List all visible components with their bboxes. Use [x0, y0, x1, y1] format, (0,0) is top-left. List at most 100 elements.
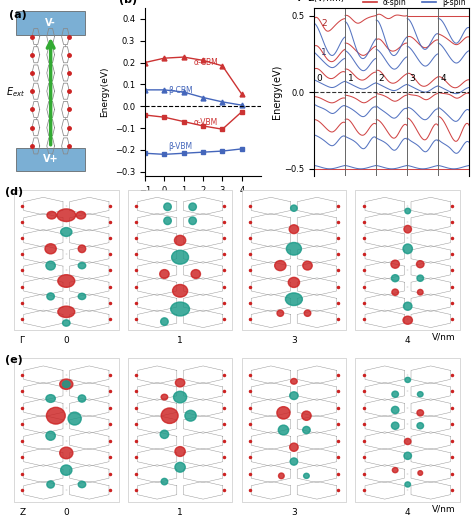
- Ellipse shape: [160, 270, 169, 278]
- Ellipse shape: [78, 395, 86, 402]
- FancyBboxPatch shape: [128, 190, 232, 330]
- Text: $E_{ext}$: $E_{ext}$: [7, 85, 26, 99]
- Legend: α-spin, β-spin: α-spin, β-spin: [360, 0, 468, 10]
- Ellipse shape: [46, 261, 55, 270]
- Ellipse shape: [291, 205, 297, 211]
- Ellipse shape: [160, 430, 169, 439]
- Ellipse shape: [279, 473, 284, 479]
- Text: (c): (c): [296, 0, 312, 1]
- Text: 0: 0: [64, 337, 69, 346]
- Ellipse shape: [171, 302, 190, 316]
- Ellipse shape: [392, 275, 399, 282]
- Ellipse shape: [78, 262, 86, 269]
- Ellipse shape: [164, 203, 171, 210]
- Text: 2: 2: [321, 19, 327, 28]
- Text: 2: 2: [379, 74, 384, 83]
- Ellipse shape: [174, 235, 186, 246]
- Ellipse shape: [60, 379, 73, 389]
- Ellipse shape: [304, 473, 309, 479]
- Ellipse shape: [417, 410, 424, 416]
- Ellipse shape: [290, 443, 298, 451]
- FancyBboxPatch shape: [128, 358, 232, 502]
- Ellipse shape: [417, 422, 424, 429]
- Text: V+: V+: [43, 154, 58, 165]
- Ellipse shape: [173, 285, 188, 297]
- Ellipse shape: [404, 226, 411, 233]
- X-axis label: E(V/nm): E(V/nm): [185, 200, 221, 209]
- Ellipse shape: [78, 245, 86, 252]
- Ellipse shape: [304, 310, 311, 316]
- Ellipse shape: [392, 391, 399, 397]
- Ellipse shape: [46, 431, 55, 440]
- FancyBboxPatch shape: [356, 358, 460, 502]
- Ellipse shape: [47, 481, 55, 488]
- Text: V/nm: V/nm: [432, 332, 456, 341]
- Text: E(V/nm): E(V/nm): [308, 0, 344, 3]
- Ellipse shape: [285, 293, 302, 306]
- Ellipse shape: [189, 203, 196, 210]
- FancyBboxPatch shape: [14, 190, 118, 330]
- Text: 1: 1: [177, 337, 183, 346]
- Ellipse shape: [164, 217, 171, 225]
- Ellipse shape: [418, 392, 423, 397]
- Ellipse shape: [46, 394, 55, 402]
- Text: β-VBM: β-VBM: [168, 142, 192, 151]
- Ellipse shape: [47, 211, 56, 219]
- Ellipse shape: [78, 481, 86, 488]
- Ellipse shape: [175, 447, 185, 457]
- Ellipse shape: [175, 462, 185, 472]
- Ellipse shape: [403, 316, 412, 324]
- Ellipse shape: [286, 242, 301, 255]
- Text: 4: 4: [405, 508, 410, 517]
- Ellipse shape: [303, 261, 312, 270]
- Ellipse shape: [418, 289, 423, 295]
- FancyBboxPatch shape: [16, 11, 85, 35]
- Ellipse shape: [278, 425, 289, 435]
- Text: (b): (b): [119, 0, 137, 5]
- Text: 0: 0: [317, 74, 322, 83]
- Ellipse shape: [392, 407, 399, 413]
- Ellipse shape: [291, 379, 297, 384]
- Y-axis label: Energy(eV): Energy(eV): [100, 67, 109, 117]
- Ellipse shape: [290, 458, 298, 465]
- Ellipse shape: [47, 293, 55, 300]
- Text: 1: 1: [177, 508, 183, 517]
- Ellipse shape: [405, 208, 410, 214]
- Ellipse shape: [417, 261, 424, 268]
- Ellipse shape: [403, 302, 412, 310]
- Ellipse shape: [185, 410, 196, 421]
- Text: 1: 1: [348, 74, 354, 83]
- Text: β-CBM: β-CBM: [168, 86, 193, 95]
- Ellipse shape: [391, 260, 400, 268]
- Ellipse shape: [392, 289, 399, 296]
- Text: 0: 0: [64, 508, 69, 517]
- Ellipse shape: [403, 244, 412, 254]
- Text: (e): (e): [5, 355, 22, 365]
- Ellipse shape: [405, 482, 410, 487]
- Ellipse shape: [68, 412, 81, 425]
- Ellipse shape: [161, 318, 168, 326]
- Y-axis label: Energy(eV): Energy(eV): [272, 65, 282, 119]
- Text: 4: 4: [441, 74, 447, 83]
- Ellipse shape: [60, 447, 73, 459]
- FancyBboxPatch shape: [356, 190, 460, 330]
- Ellipse shape: [191, 270, 201, 278]
- Ellipse shape: [277, 407, 290, 419]
- Text: (a): (a): [9, 11, 27, 21]
- Ellipse shape: [58, 306, 75, 318]
- Ellipse shape: [405, 377, 410, 382]
- Text: α-VBM: α-VBM: [193, 118, 218, 127]
- Ellipse shape: [175, 379, 185, 387]
- Ellipse shape: [418, 471, 423, 476]
- Text: V-: V-: [46, 18, 56, 28]
- Ellipse shape: [63, 381, 70, 388]
- Text: 1: 1: [321, 48, 327, 57]
- Ellipse shape: [161, 478, 168, 485]
- Ellipse shape: [417, 275, 424, 281]
- Text: 3: 3: [291, 508, 297, 517]
- Ellipse shape: [189, 217, 196, 225]
- Ellipse shape: [288, 277, 300, 287]
- FancyBboxPatch shape: [242, 190, 346, 330]
- Ellipse shape: [46, 407, 65, 424]
- Ellipse shape: [392, 422, 399, 429]
